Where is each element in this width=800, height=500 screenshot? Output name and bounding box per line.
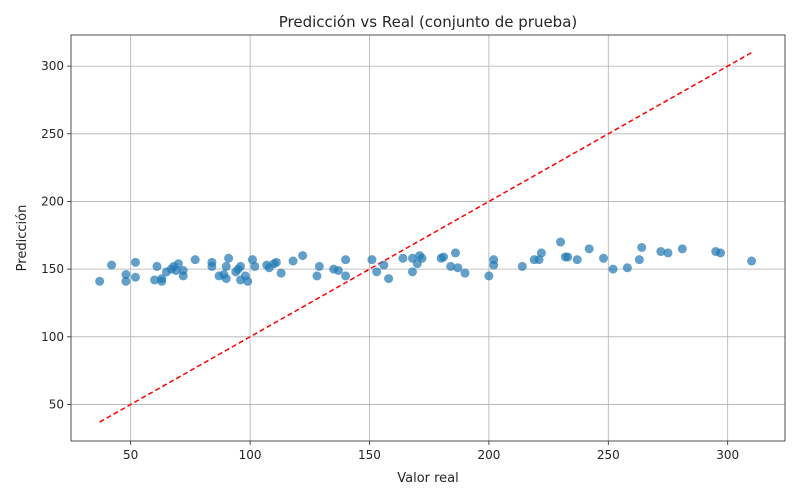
data-point <box>171 265 181 275</box>
data-point <box>224 253 234 263</box>
data-point <box>484 271 494 281</box>
data-point <box>207 257 217 267</box>
data-point <box>622 263 632 273</box>
data-point <box>150 275 160 285</box>
data-point <box>379 260 389 270</box>
x-tick-label: 150 <box>358 448 381 462</box>
data-point <box>221 274 231 284</box>
data-point <box>417 253 427 263</box>
data-point <box>634 255 644 265</box>
data-point <box>271 257 281 267</box>
data-point <box>384 274 394 284</box>
y-axis-ticks: 50 100 150 200 250 300 <box>41 59 71 411</box>
data-point <box>556 237 566 247</box>
data-point <box>439 252 449 262</box>
data-point <box>563 252 573 262</box>
data-point <box>663 248 673 258</box>
identity-reference-line <box>99 51 752 423</box>
data-points <box>95 237 757 286</box>
x-tick-label: 100 <box>239 448 262 462</box>
y-tick-label: 200 <box>41 194 64 208</box>
data-point <box>677 244 687 254</box>
data-point <box>608 264 618 274</box>
data-point <box>243 276 253 286</box>
data-point <box>489 260 499 270</box>
plot-frame <box>70 34 786 442</box>
data-point <box>130 257 140 267</box>
data-point <box>173 259 183 269</box>
chart-title: Predicción vs Real (conjunto de prueba) <box>279 13 578 31</box>
data-point <box>716 248 726 258</box>
data-point <box>341 271 351 281</box>
data-point <box>333 265 343 275</box>
data-point <box>534 255 544 265</box>
y-tick-label: 300 <box>41 59 64 73</box>
data-point <box>341 255 351 265</box>
data-point <box>314 261 324 271</box>
x-axis-ticks: 50 100 150 200 250 300 <box>123 441 739 462</box>
x-tick-label: 50 <box>123 448 138 462</box>
data-point <box>276 268 286 278</box>
y-tick-label: 250 <box>41 127 64 141</box>
data-point <box>656 247 666 257</box>
data-point <box>460 268 470 278</box>
data-point <box>450 248 460 258</box>
data-point <box>747 256 757 266</box>
data-point <box>236 261 246 271</box>
data-point <box>312 271 322 281</box>
y-tick-label: 150 <box>41 262 64 276</box>
data-point <box>250 261 260 271</box>
data-point <box>517 261 527 271</box>
data-point <box>599 253 609 263</box>
y-axis-label: Predicción <box>15 205 30 272</box>
data-point <box>536 248 546 258</box>
data-point <box>446 261 456 271</box>
data-point <box>130 272 140 282</box>
y-tick-label: 50 <box>49 397 64 411</box>
data-point <box>637 242 647 252</box>
data-point <box>572 255 582 265</box>
data-point <box>221 261 231 271</box>
data-point <box>247 255 257 265</box>
data-point <box>288 256 298 266</box>
data-point <box>584 244 594 254</box>
data-point <box>157 274 167 284</box>
data-point <box>178 265 188 275</box>
x-tick-label: 300 <box>716 448 739 462</box>
reference-line-group <box>99 51 752 423</box>
y-tick-label: 100 <box>41 330 64 344</box>
data-point <box>398 253 408 263</box>
data-point <box>367 255 377 265</box>
x-tick-label: 200 <box>477 448 500 462</box>
data-point <box>152 261 162 271</box>
data-point <box>121 276 131 286</box>
data-point <box>107 260 117 270</box>
data-point <box>453 263 463 273</box>
data-point <box>407 267 417 277</box>
data-point <box>372 267 382 277</box>
grid-lines <box>71 35 785 441</box>
data-point <box>298 251 308 261</box>
x-axis-label: Valor real <box>397 471 459 486</box>
data-point <box>121 270 131 280</box>
data-point <box>95 276 105 286</box>
x-tick-label: 250 <box>597 448 620 462</box>
data-point <box>190 255 200 265</box>
